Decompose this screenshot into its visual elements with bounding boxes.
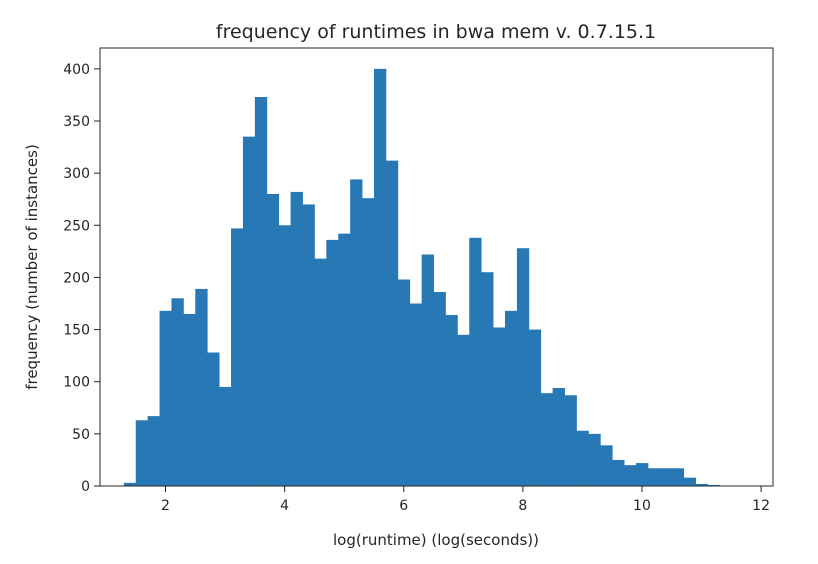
histogram-bar bbox=[516, 248, 530, 486]
histogram-bar bbox=[147, 416, 160, 486]
x-axis-label: log(runtime) (log(seconds)) bbox=[333, 531, 539, 549]
bars-group bbox=[123, 68, 720, 487]
histogram-bar bbox=[266, 194, 280, 486]
y-tick-label: 150 bbox=[63, 323, 90, 339]
histogram-bar bbox=[385, 160, 399, 486]
histogram-bar bbox=[445, 314, 458, 486]
y-tick-label: 0 bbox=[81, 479, 90, 495]
histogram-bar bbox=[171, 298, 184, 486]
histogram-bar bbox=[659, 468, 673, 486]
histogram-bar bbox=[350, 179, 363, 486]
x-tick-label: 12 bbox=[752, 498, 770, 514]
x-tick-label: 2 bbox=[161, 498, 170, 514]
histogram-bar bbox=[397, 279, 411, 486]
histogram-bar bbox=[135, 420, 149, 486]
histogram-bar bbox=[219, 386, 232, 486]
histogram-bar bbox=[576, 430, 589, 486]
histogram-bar bbox=[254, 97, 268, 486]
histogram-bar bbox=[207, 352, 220, 486]
plot-frame bbox=[99, 47, 774, 487]
histogram-bar bbox=[409, 303, 423, 486]
histogram-bar bbox=[457, 334, 470, 486]
histogram-bar bbox=[600, 445, 613, 486]
histogram-bar bbox=[493, 327, 506, 486]
histogram-bar bbox=[373, 68, 387, 486]
histogram-bar bbox=[707, 484, 720, 486]
histogram-bar bbox=[624, 465, 637, 486]
x-tick-label: 4 bbox=[280, 498, 289, 514]
x-tick-label: 10 bbox=[633, 498, 651, 514]
histogram-bar bbox=[278, 225, 291, 487]
y-tick-label: 200 bbox=[63, 270, 90, 286]
histogram-bar bbox=[469, 237, 482, 486]
histogram-bar bbox=[504, 310, 518, 486]
x-tick-label: 8 bbox=[518, 498, 527, 514]
histogram-bar bbox=[326, 239, 339, 486]
y-tick-label: 50 bbox=[72, 427, 90, 443]
histogram-bar bbox=[552, 387, 565, 486]
y-axis-ticks: 0 50 100 150 200 250 300 350 400 bbox=[63, 62, 100, 495]
histogram-bar bbox=[242, 136, 256, 486]
chart-title: frequency of runtimes in bwa mem v. 0.7.… bbox=[216, 21, 656, 43]
histogram-bar bbox=[695, 483, 708, 486]
y-tick-label: 400 bbox=[63, 62, 90, 78]
histogram-bar bbox=[671, 468, 685, 486]
x-tick-label: 6 bbox=[399, 498, 408, 514]
histogram-bar bbox=[338, 233, 351, 486]
y-tick-label: 300 bbox=[63, 166, 90, 182]
histogram-bar bbox=[421, 254, 434, 486]
histogram-bar bbox=[362, 198, 375, 486]
y-axis-label: frequency (number of instances) bbox=[23, 144, 41, 390]
y-tick-label: 250 bbox=[63, 218, 90, 234]
histogram-bar bbox=[636, 463, 649, 486]
histogram-bar bbox=[683, 477, 696, 486]
histogram-bar bbox=[588, 433, 601, 486]
histogram-bar bbox=[540, 393, 554, 486]
histogram-bar bbox=[159, 310, 172, 486]
histogram-bar bbox=[612, 459, 625, 486]
histogram-bar bbox=[183, 313, 196, 486]
histogram-bar bbox=[481, 272, 494, 486]
histogram-bar bbox=[433, 292, 446, 486]
histogram-bar bbox=[231, 228, 244, 486]
y-tick-label: 350 bbox=[63, 114, 90, 130]
histogram-bar bbox=[314, 258, 327, 486]
x-axis-ticks: 2 4 6 8 10 12 bbox=[161, 486, 770, 514]
histogram-bar bbox=[123, 482, 137, 486]
histogram-bar bbox=[302, 204, 315, 486]
histogram-bar bbox=[290, 191, 303, 486]
histogram-bar bbox=[564, 395, 577, 486]
histogram-bar bbox=[195, 288, 208, 486]
histogram-bar bbox=[647, 468, 661, 486]
histogram-bar bbox=[528, 329, 542, 486]
y-tick-label: 100 bbox=[63, 375, 90, 391]
